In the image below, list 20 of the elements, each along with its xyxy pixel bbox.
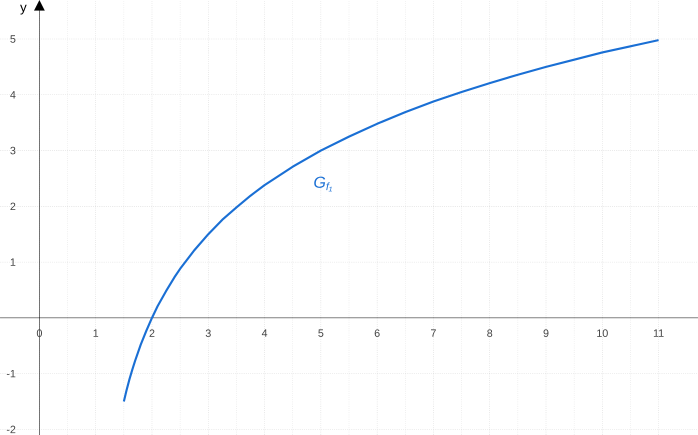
- x-tick-label: 7: [431, 329, 436, 337]
- y-tick-label: 5: [10, 35, 16, 43]
- x-tick-label: 4: [262, 329, 268, 337]
- y-axis-title: y: [20, 4, 27, 15]
- y-tick-label: 1: [10, 258, 16, 266]
- x-tick-label: 6: [374, 329, 380, 337]
- annotation: G$_{f₁}$: [314, 176, 332, 192]
- y-tick-label: 4: [10, 91, 16, 98]
- x-tick-label: 8: [487, 329, 492, 337]
- x-tick-label: 3: [206, 329, 211, 337]
- x-tick-label: 11: [654, 329, 664, 337]
- x-tick-label: 2: [150, 329, 154, 337]
- x-tick-label: 10: [597, 329, 608, 337]
- y-tick-label: 3: [10, 146, 16, 154]
- y-tick-label: 2: [10, 202, 16, 210]
- x-tick-label: 9: [544, 329, 548, 337]
- y-tick-label: -1: [6, 370, 16, 378]
- x-tick-label: 1: [94, 329, 98, 337]
- x-tick-label: 5: [318, 329, 324, 337]
- y-tick-label: -2: [6, 426, 16, 434]
